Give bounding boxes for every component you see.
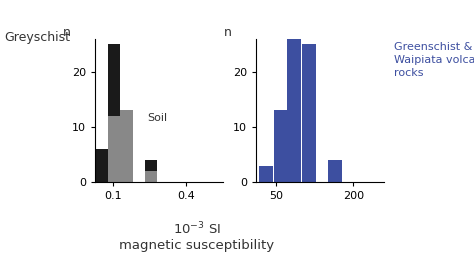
Bar [145, 160, 157, 182]
Text: Greyschist: Greyschist [5, 31, 71, 44]
Bar [258, 166, 273, 182]
Bar [302, 44, 316, 182]
Bar [328, 160, 342, 182]
Bar [108, 44, 120, 182]
Text: Greenschist &
Waipiata volcanic
rocks: Greenschist & Waipiata volcanic rocks [394, 42, 474, 78]
Bar [274, 110, 288, 182]
Bar [120, 110, 133, 182]
Text: Soil: Soil [147, 114, 167, 124]
Text: n: n [63, 26, 71, 39]
Text: $\mathregular{10^{-3}}$ SI
magnetic susceptibility: $\mathregular{10^{-3}}$ SI magnetic susc… [119, 220, 274, 252]
Bar [96, 149, 108, 182]
Bar [108, 116, 120, 182]
Bar [145, 171, 157, 182]
Text: n: n [224, 26, 232, 39]
Bar [287, 34, 301, 182]
